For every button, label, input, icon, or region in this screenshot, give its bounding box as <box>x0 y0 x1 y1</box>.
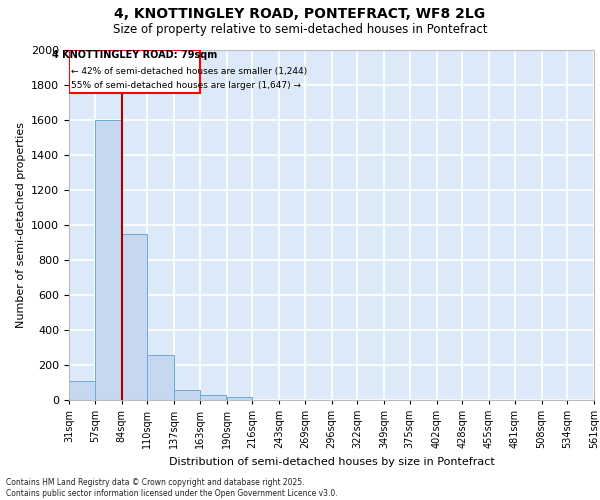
Bar <box>95 120 121 400</box>
Text: 4 KNOTTINGLEY ROAD: 79sqm: 4 KNOTTINGLEY ROAD: 79sqm <box>52 50 217 60</box>
Text: ← 42% of semi-detached houses are smaller (1,244): ← 42% of semi-detached houses are smalle… <box>71 67 307 76</box>
Text: 55% of semi-detached houses are larger (1,647) →: 55% of semi-detached houses are larger (… <box>71 81 301 90</box>
Y-axis label: Number of semi-detached properties: Number of semi-detached properties <box>16 122 26 328</box>
Text: Size of property relative to semi-detached houses in Pontefract: Size of property relative to semi-detach… <box>113 22 487 36</box>
X-axis label: Distribution of semi-detached houses by size in Pontefract: Distribution of semi-detached houses by … <box>169 456 494 466</box>
Bar <box>69 381 95 400</box>
Bar <box>200 395 227 400</box>
Bar <box>174 390 200 400</box>
Text: Contains HM Land Registry data © Crown copyright and database right 2025.
Contai: Contains HM Land Registry data © Crown c… <box>6 478 338 498</box>
Bar <box>227 396 252 400</box>
Bar <box>121 234 147 400</box>
Text: 4, KNOTTINGLEY ROAD, PONTEFRACT, WF8 2LG: 4, KNOTTINGLEY ROAD, PONTEFRACT, WF8 2LG <box>115 8 485 22</box>
Bar <box>147 354 174 400</box>
Bar <box>69 50 200 93</box>
